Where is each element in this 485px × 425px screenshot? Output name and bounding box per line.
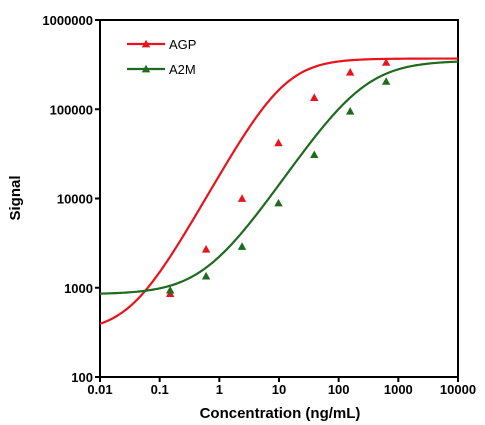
series-agp xyxy=(99,57,458,325)
legend-label: AGP xyxy=(169,37,196,52)
data-point-marker xyxy=(274,138,283,147)
series-line xyxy=(99,57,458,325)
data-point-marker xyxy=(274,198,283,207)
data-point-marker xyxy=(345,68,355,76)
x-tick-label: 0.1 xyxy=(151,382,169,397)
plot-frame xyxy=(99,19,459,378)
legend-entry: A2M xyxy=(127,62,196,77)
data-point-marker xyxy=(237,194,247,202)
x-tick-label: 10000 xyxy=(440,382,476,397)
x-tick-label: 1000 xyxy=(384,382,413,397)
data-point-marker xyxy=(237,242,247,250)
x-axis-title: Concentration (ng/mL) xyxy=(200,405,361,422)
y-tick-label: 1000000 xyxy=(42,13,93,28)
y-tick-label: 100 xyxy=(71,370,93,385)
x-tick-label: 1 xyxy=(216,382,223,397)
series-a2m xyxy=(99,60,459,295)
legend-marker xyxy=(141,39,151,48)
plot-area xyxy=(99,19,459,378)
series-line xyxy=(99,60,459,295)
data-point-marker xyxy=(381,58,391,66)
x-tick-label: 10 xyxy=(272,382,286,397)
data-point-marker xyxy=(201,245,211,253)
data-point-marker xyxy=(310,93,319,101)
legend-marker xyxy=(141,64,151,73)
data-point-marker xyxy=(345,107,355,115)
legend-entry: AGP xyxy=(127,37,196,52)
y-tick-label: 10000 xyxy=(57,192,93,207)
y-axis: 100 1000 10000 100000 1000000 xyxy=(42,13,100,385)
x-tick-label: 0.01 xyxy=(87,382,112,397)
y-tick-label: 100000 xyxy=(50,102,93,117)
y-axis-title: Signal xyxy=(7,175,24,220)
data-point-marker xyxy=(381,77,391,85)
data-point-marker xyxy=(310,150,319,159)
series-layer xyxy=(99,57,459,325)
legend: AGP A2M xyxy=(127,37,196,77)
x-tick-label: 100 xyxy=(328,382,350,397)
y-tick-label: 1000 xyxy=(64,281,93,296)
x-axis: 0.01 0.1 1 10 100 1000 10000 xyxy=(87,377,476,397)
data-point-marker xyxy=(165,285,175,294)
data-point-marker xyxy=(201,271,211,280)
legend-label: A2M xyxy=(169,62,196,77)
